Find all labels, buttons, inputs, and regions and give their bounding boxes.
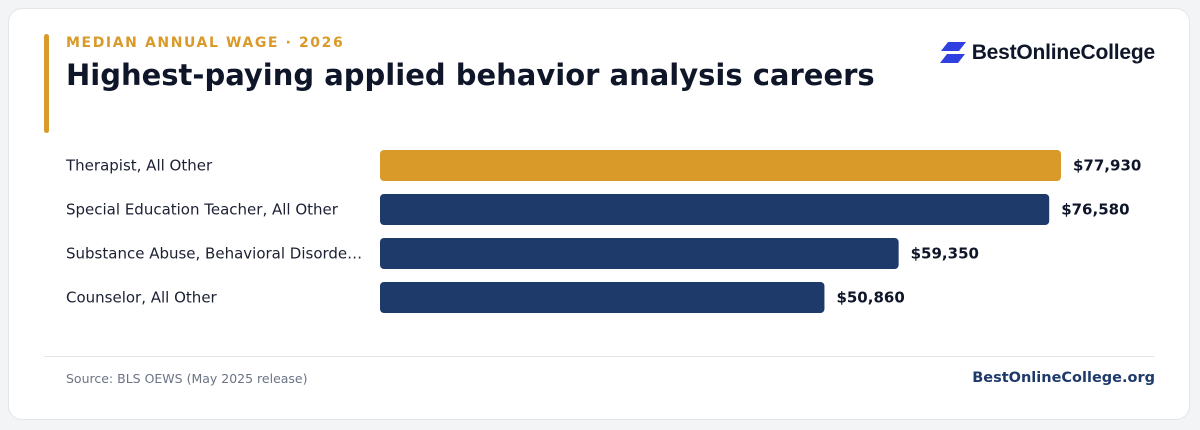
brand-logo[interactable]: BestOnlineCollege [939,41,1156,65]
chart-card: MEDIAN ANNUAL WAGE · 2026 Highest-paying… [8,8,1190,420]
accent-bar [44,34,49,133]
bar [380,282,825,313]
site-link[interactable]: BestOnlineCollege.org [972,370,1155,386]
category-label: Substance Abuse, Behavioral Disorde… [66,245,362,263]
value-label: $76,580 [1061,201,1129,219]
bar [380,238,899,269]
source-note: Source: BLS OEWS (May 2025 release) [66,371,308,386]
brand-logo-icon [939,42,966,63]
brand-name: BestOnlineCollege [971,41,1156,64]
bar [380,194,1050,225]
category-label: Counselor, All Other [66,289,218,307]
value-label: $59,350 [911,245,979,263]
value-label: $50,860 [836,289,904,307]
category-label: Therapist, All Other [65,157,213,175]
value-label: $77,930 [1073,157,1141,175]
bar [380,150,1061,181]
footer-divider [44,356,1154,357]
chart-eyebrow: MEDIAN ANNUAL WAGE · 2026 [66,35,345,51]
category-label: Special Education Teacher, All Other [66,201,339,219]
bar-chart: Therapist, All Other $77,930 Special Educa… [65,150,1141,313]
chart-title: Highest-paying applied behavior analysis… [66,58,875,92]
